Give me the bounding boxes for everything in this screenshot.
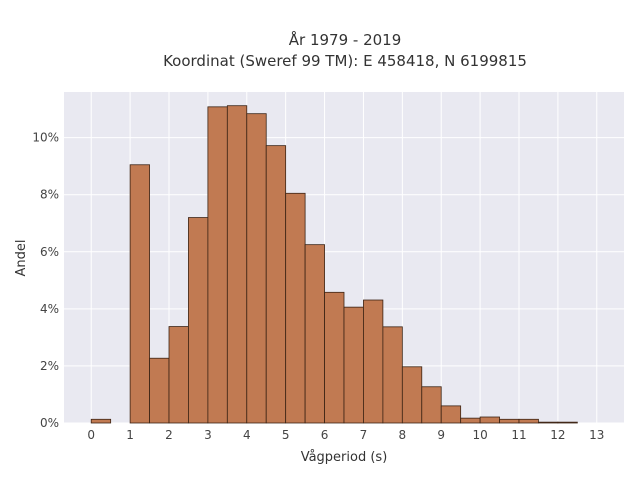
histogram-bar bbox=[538, 421, 559, 424]
histogram-bar bbox=[479, 416, 500, 424]
y-tick-label: 0% bbox=[40, 416, 59, 430]
y-tick-label: 2% bbox=[40, 359, 59, 373]
x-tick-label: 12 bbox=[550, 428, 565, 442]
histogram-bar bbox=[440, 405, 462, 424]
x-tick-labels: 0 1 2 3 4 5 6 7 8 9 10 11 12 13 bbox=[87, 428, 604, 442]
x-tick-label: 6 bbox=[321, 428, 329, 442]
bars bbox=[90, 105, 578, 424]
histogram-bar bbox=[207, 106, 228, 424]
histogram-bar bbox=[421, 386, 442, 424]
histogram-bar bbox=[499, 418, 520, 424]
histogram-bar bbox=[246, 113, 267, 424]
x-axis-label: Vågperiod (s) bbox=[301, 450, 388, 465]
histogram-bar bbox=[226, 105, 248, 424]
histogram-bar bbox=[265, 145, 287, 424]
x-tick-label: 4 bbox=[243, 428, 251, 442]
x-tick-label: 3 bbox=[204, 428, 212, 442]
histogram-bar bbox=[129, 164, 150, 424]
histogram-bar bbox=[557, 421, 578, 424]
x-tick-label: 11 bbox=[511, 428, 526, 442]
histogram-bar bbox=[343, 306, 364, 424]
x-tick-label: 9 bbox=[437, 428, 445, 442]
y-tick-label: 6% bbox=[40, 245, 59, 259]
histogram-bar bbox=[363, 299, 384, 424]
x-tick-label: 1 bbox=[126, 428, 134, 442]
y-tick-label: 4% bbox=[40, 302, 59, 316]
y-tick-label: 8% bbox=[40, 188, 59, 202]
histogram-bar bbox=[382, 326, 403, 424]
x-tick-label: 8 bbox=[399, 428, 407, 442]
y-axis-label: Andel bbox=[14, 240, 29, 277]
histogram-bar bbox=[188, 217, 209, 424]
x-tick-label: 0 bbox=[87, 428, 95, 442]
chart-title-line2: Koordinat (Sweref 99 TM): E 458418, N 61… bbox=[163, 52, 527, 70]
histogram-bar bbox=[304, 244, 325, 424]
histogram-bar bbox=[168, 326, 189, 424]
histogram-bar bbox=[90, 418, 112, 424]
histogram-bar bbox=[460, 417, 481, 424]
histogram-bar bbox=[518, 418, 539, 424]
chart-title-line1: År 1979 - 2019 bbox=[289, 30, 402, 49]
histogram-bar bbox=[324, 291, 345, 424]
x-tick-label: 2 bbox=[165, 428, 173, 442]
histogram-bar bbox=[401, 366, 423, 424]
histogram-bar bbox=[285, 192, 306, 424]
histogram-bar bbox=[149, 357, 170, 424]
x-tick-label: 10 bbox=[472, 428, 487, 442]
x-tick-label: 5 bbox=[282, 428, 290, 442]
x-tick-label: 7 bbox=[360, 428, 368, 442]
x-tick-label: 13 bbox=[589, 428, 604, 442]
y-tick-label: 10% bbox=[32, 131, 59, 145]
y-tick-labels: 0% 2% 4% 6% 8% 10% bbox=[32, 131, 59, 430]
